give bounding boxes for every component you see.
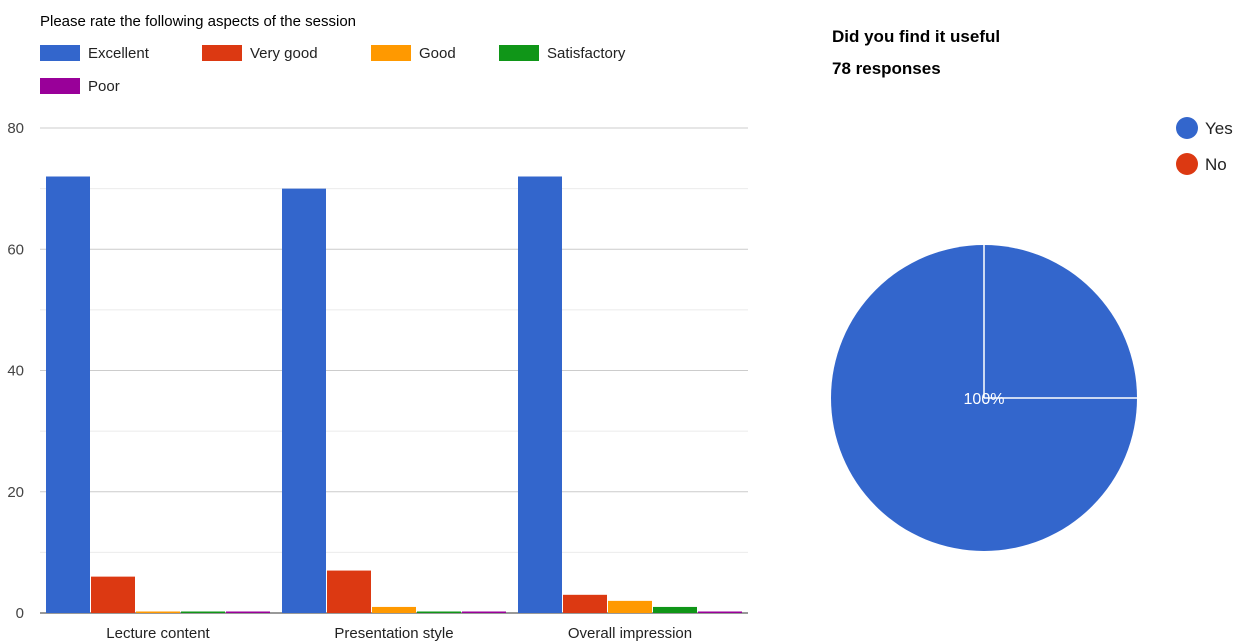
y-tick-label-4: 80 [7, 120, 24, 137]
legend-label-3: Satisfactory [547, 45, 626, 62]
pie-chart-legend: Yes No [1176, 117, 1233, 175]
pie-chart-title: Did you find it useful [832, 27, 1000, 46]
bar-0-0 [46, 176, 90, 613]
pie-chart-slices [831, 245, 1137, 551]
y-tick-label-1: 20 [7, 484, 24, 501]
pie-chart: Did you find it useful 78 responses Yes N… [831, 27, 1233, 551]
legend-swatch-4 [40, 78, 80, 94]
bar-2-0 [518, 176, 562, 613]
pie-legend-dot-1 [1176, 153, 1198, 175]
pie-legend-label-1: No [1205, 155, 1227, 174]
bar-chart-y-axis: 0 20 40 60 80 [7, 120, 24, 622]
legend-swatch-2 [371, 45, 411, 61]
bar-chart: Please rate the following aspects of the… [7, 13, 748, 642]
legend-swatch-1 [202, 45, 242, 61]
pie-slice-label: 100% [964, 391, 1005, 408]
bar-1-4 [462, 611, 506, 613]
bar-chart-title: Please rate the following aspects of the… [40, 13, 356, 30]
bar-0-4 [226, 611, 270, 613]
legend-label-0: Excellent [88, 45, 150, 62]
pie-legend-dot-0 [1176, 117, 1198, 139]
y-tick-label-3: 60 [7, 241, 24, 258]
legend-label-1: Very good [250, 45, 318, 62]
legend-label-2: Good [419, 45, 456, 62]
y-tick-label-2: 40 [7, 363, 24, 380]
bar-chart-grid [40, 127, 748, 614]
legend-swatch-3 [499, 45, 539, 61]
y-tick-label-0: 0 [16, 605, 24, 622]
bar-1-2 [372, 606, 416, 613]
x-category-label-1: Presentation style [334, 625, 453, 642]
bar-2-2 [608, 600, 652, 613]
bar-2-4 [698, 611, 742, 613]
bar-0-1 [91, 576, 135, 613]
bar-chart-x-axis: Lecture content Presentation style Overall… [106, 625, 692, 642]
bar-0-2 [136, 611, 180, 613]
bar-0-3 [181, 611, 225, 613]
x-category-label-2: Overall impression [568, 625, 692, 642]
legend-label-4: Poor [88, 78, 120, 95]
pie-chart-subtitle: 78 responses [832, 59, 941, 78]
legend-swatch-0 [40, 45, 80, 61]
bar-1-3 [417, 611, 461, 613]
bar-2-1 [563, 594, 607, 613]
bar-chart-bars [46, 176, 742, 613]
bar-1-1 [327, 570, 371, 613]
pie-legend-label-0: Yes [1205, 119, 1233, 138]
bar-1-0 [282, 188, 326, 613]
bar-2-3 [653, 606, 697, 613]
bar-chart-legend: Excellent Very good Good Satisfactory Poor [40, 45, 626, 95]
x-category-label-0: Lecture content [106, 625, 210, 642]
